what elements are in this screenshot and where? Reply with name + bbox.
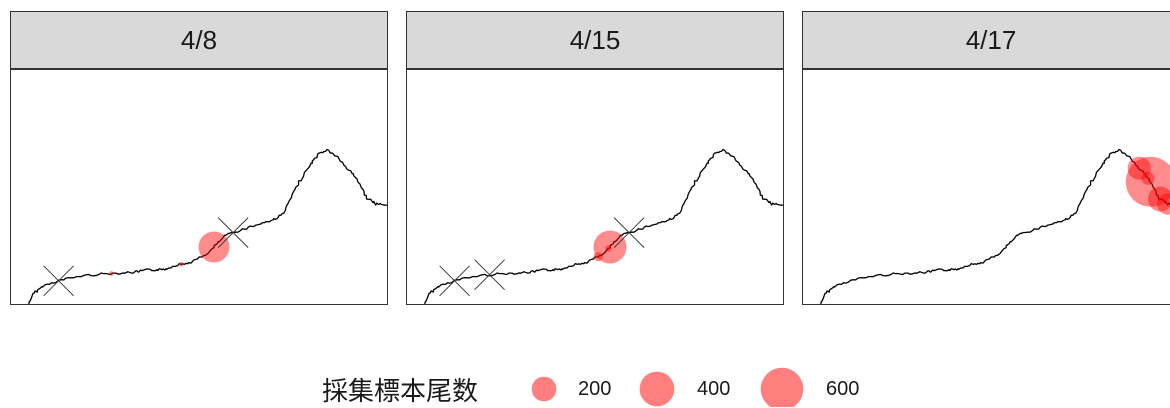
sample-circle	[593, 230, 627, 264]
legend-title: 採集標本尾数	[322, 376, 479, 406]
coastline-map	[820, 148, 1170, 304]
sample-circle	[1127, 156, 1151, 180]
sample-circle	[179, 261, 184, 267]
legend-key-circle	[639, 371, 675, 407]
legend-key-circle	[531, 376, 557, 402]
facet-panel-2: 4/15	[406, 11, 784, 305]
sample-circle	[1148, 186, 1170, 212]
legend-label-400: 400	[697, 378, 731, 400]
facet-strip-label: 4/17	[802, 11, 1170, 69]
sample-circle	[605, 245, 612, 252]
legend-keys	[531, 367, 804, 407]
coastline	[424, 148, 783, 304]
coastline-map	[424, 148, 783, 304]
no-catch-cross-marker	[474, 259, 505, 291]
no-catch-cross-marker	[613, 217, 645, 248]
facet-strip-label: 4/15	[406, 11, 784, 69]
facet-panel-1: 4/8	[10, 11, 388, 305]
coastline	[28, 148, 387, 304]
sample-circle	[198, 231, 230, 263]
no-catch-cross-marker	[217, 217, 249, 248]
legend-label-200: 200	[578, 378, 612, 400]
no-catch-cross-marker	[43, 265, 74, 297]
sample-circle	[1141, 171, 1155, 185]
sample-circle	[593, 252, 603, 262]
map-area	[10, 69, 388, 305]
sample-circle	[109, 271, 114, 276]
legend-key-circle	[760, 367, 804, 407]
no-catch-cross-marker	[439, 265, 470, 297]
map-area	[802, 69, 1170, 305]
sample-circle	[1157, 193, 1170, 215]
map-area	[406, 69, 784, 305]
size-legend: 採集標本尾数 200 400 600	[0, 364, 1170, 407]
legend-label-600: 600	[826, 378, 860, 400]
sample-circle	[1125, 156, 1170, 207]
facet-panel-3: 4/17	[802, 11, 1170, 305]
facet-strip-label: 4/8	[10, 11, 388, 69]
coastline-map	[28, 148, 387, 304]
coastline	[820, 148, 1170, 304]
